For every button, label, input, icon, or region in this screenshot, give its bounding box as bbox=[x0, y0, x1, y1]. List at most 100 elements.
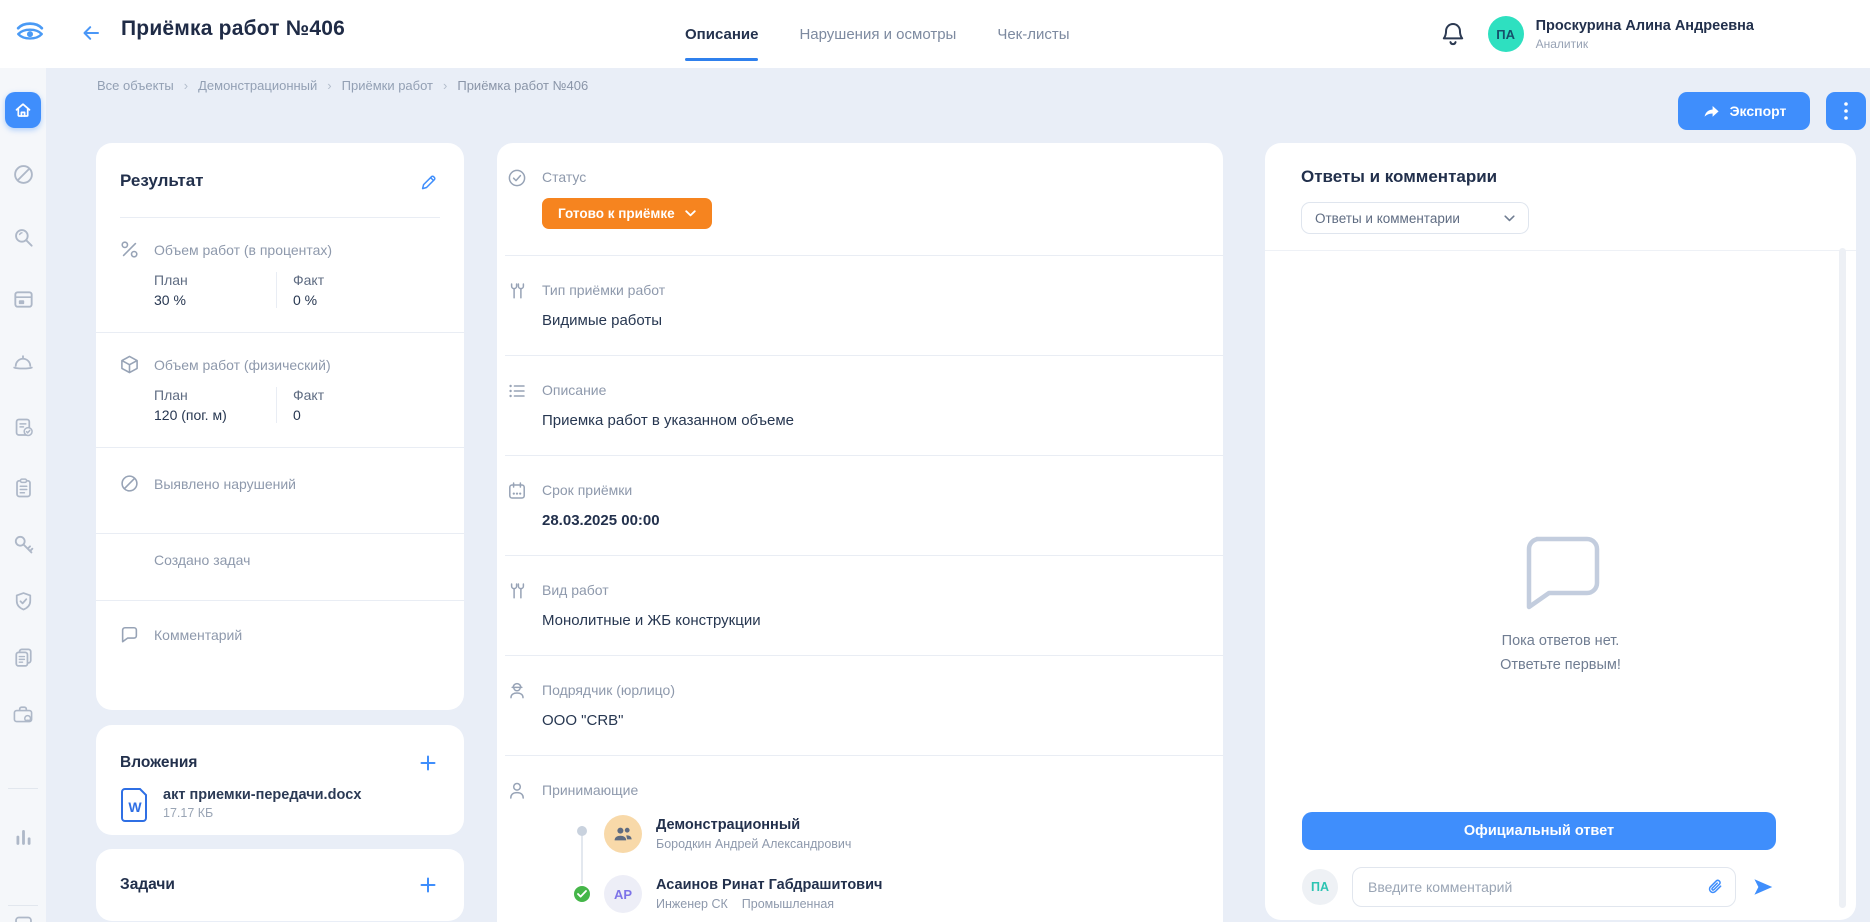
kebab-icon bbox=[1844, 102, 1848, 120]
calendar-icon bbox=[507, 481, 527, 501]
back-arrow-icon[interactable] bbox=[76, 18, 106, 48]
result-row-label: Объем работ (в процентах) bbox=[154, 241, 333, 258]
fact-value: 0 % bbox=[293, 292, 318, 308]
attachments-panel: Вложения W акт приемки-передачи.docx 17.… bbox=[96, 725, 464, 835]
comment-icon bbox=[120, 625, 139, 644]
sidebar-item-panel[interactable] bbox=[0, 289, 46, 310]
section-value: Видимые работы bbox=[542, 312, 663, 329]
breadcrumb-all-objects[interactable]: Все объекты bbox=[97, 78, 174, 93]
acceptor-name: Асаинов Ринат Габдрашитович bbox=[656, 877, 883, 893]
add-attachment-plus-icon[interactable] bbox=[416, 751, 440, 775]
section-label: Тип приёмки работ bbox=[542, 282, 666, 298]
section-label: Подрядчик (юрлицо) bbox=[542, 682, 675, 698]
comments-filter-select[interactable]: Ответы и комментарии bbox=[1301, 202, 1529, 234]
breadcrumb-current: Приёмка работ №406 bbox=[457, 78, 589, 93]
comment-input[interactable] bbox=[1352, 867, 1736, 907]
official-reply-button[interactable]: Официальный ответ bbox=[1302, 812, 1776, 850]
sidebar-item-tasks[interactable] bbox=[0, 477, 46, 499]
section-value: Приемка работ в указанном объеме bbox=[542, 412, 795, 429]
fact-label: Факт bbox=[293, 387, 325, 403]
filter-value: Ответы и комментарии bbox=[1315, 210, 1460, 226]
edit-pencil-icon[interactable] bbox=[416, 169, 440, 193]
sidebar-item-home[interactable] bbox=[5, 92, 41, 128]
result-row-label: Комментарий bbox=[154, 626, 243, 643]
breadcrumb: Все объекты › Демонстрационный › Приёмки… bbox=[97, 78, 588, 93]
tasks-title: Задачи bbox=[120, 876, 175, 893]
file-size: 17.17 КБ bbox=[163, 806, 214, 820]
tab-checklists[interactable]: Чек-листы bbox=[997, 25, 1070, 43]
status-dropdown-button[interactable]: Готово к приёмке bbox=[542, 198, 712, 229]
acceptor-row[interactable]: Демонстрационный Бородкин Андрей Алексан… bbox=[542, 812, 1199, 856]
empty-state-line2: Ответьте первым! bbox=[1500, 657, 1621, 673]
user-info: Проскурина Алина Андреевна Аналитик bbox=[1536, 18, 1754, 51]
sidebar-item-search[interactable] bbox=[0, 227, 46, 248]
group-icon bbox=[614, 827, 632, 841]
result-row-comment: Комментарий bbox=[96, 600, 464, 668]
attachments-title: Вложения bbox=[120, 754, 198, 771]
section-value: 28.03.2025 00:00 bbox=[542, 512, 660, 529]
person-icon bbox=[507, 781, 527, 801]
ban-icon bbox=[13, 165, 33, 184]
percent-icon bbox=[120, 240, 139, 259]
file-name: акт приемки-передачи.docx bbox=[163, 787, 362, 803]
sidebar-item-keys[interactable] bbox=[0, 534, 46, 555]
app-logo-eye-icon[interactable] bbox=[12, 16, 48, 50]
more-actions-button[interactable] bbox=[1826, 92, 1866, 130]
section-label: Принимающие bbox=[542, 782, 639, 798]
breadcrumb-separator: › bbox=[327, 78, 332, 93]
tab-violations-inspections[interactable]: Нарушения и осмотры bbox=[799, 25, 957, 43]
home-icon bbox=[15, 103, 31, 117]
ban-icon bbox=[120, 474, 139, 493]
sidebar-item-safety[interactable] bbox=[0, 591, 46, 612]
result-row-violations: Выявлено нарушений bbox=[96, 447, 464, 533]
add-task-plus-icon[interactable] bbox=[416, 873, 440, 897]
group-avatar bbox=[604, 815, 642, 853]
sidebar-divider bbox=[8, 788, 38, 789]
breadcrumb-project[interactable]: Демонстрационный bbox=[198, 78, 318, 93]
sidebar-item-acceptance[interactable] bbox=[0, 416, 46, 438]
acceptor-subtitle: Бородкин Андрей Александрович bbox=[656, 837, 852, 851]
user-menu[interactable]: ПА Проскурина Алина Андреевна Аналитик bbox=[1487, 16, 1754, 52]
sidebar-item-documents[interactable] bbox=[0, 647, 46, 668]
acceptor-row[interactable]: АР Асаинов Ринат Габдрашитович Инженер С… bbox=[542, 872, 1199, 916]
sidebar-item-more[interactable] bbox=[0, 914, 46, 922]
sidebar-item-analytics[interactable] bbox=[0, 826, 46, 847]
export-button[interactable]: Экспорт bbox=[1678, 92, 1810, 130]
sidebar-item-construction[interactable] bbox=[0, 352, 46, 373]
status-value: Готово к приёмке bbox=[558, 206, 675, 221]
plan-label: План bbox=[154, 272, 188, 288]
helmet-icon bbox=[13, 355, 33, 370]
file-info: акт приемки-передачи.docx 17.17 КБ bbox=[163, 787, 361, 820]
details-panel: Статус Готово к приёмке Тип bbox=[497, 143, 1223, 922]
sidebar-divider bbox=[8, 905, 38, 906]
tab-description[interactable]: Описание bbox=[685, 0, 759, 68]
comments-title: Ответы и комментарии bbox=[1301, 167, 1498, 186]
result-row-label: Объем работ (физический) bbox=[154, 356, 331, 373]
fact-label: Факт bbox=[293, 272, 325, 288]
copies-icon bbox=[14, 648, 32, 667]
comments-scrollbar[interactable] bbox=[1839, 248, 1846, 908]
acceptor-org: Промышленная bbox=[741, 897, 835, 911]
send-comment-icon[interactable] bbox=[1750, 874, 1776, 900]
approved-check-icon bbox=[572, 884, 592, 904]
section-value: ООО "CRB" bbox=[542, 712, 624, 729]
key-icon bbox=[14, 535, 33, 554]
status-label: Статус bbox=[542, 169, 587, 185]
section-acceptance-type: Тип приёмки работ Видимые работы bbox=[505, 255, 1223, 355]
comments-panel: Ответы и комментарии Ответы и комментари… bbox=[1265, 143, 1856, 920]
notifications-bell-icon[interactable] bbox=[1440, 20, 1466, 48]
sidebar-item-contractors[interactable] bbox=[0, 704, 46, 725]
section-value: Монолитные и ЖБ конструкции bbox=[542, 612, 761, 629]
user-role: Аналитик bbox=[1535, 36, 1589, 51]
timeline-dot bbox=[577, 826, 587, 836]
tasks-panel: Задачи bbox=[96, 849, 464, 921]
briefcase-user-icon bbox=[13, 706, 33, 723]
attachment-file-row[interactable]: W акт приемки-передачи.docx 17.17 КБ bbox=[120, 787, 464, 823]
breadcrumb-acceptances[interactable]: Приёмки работ bbox=[341, 78, 434, 93]
clipboard-check-icon bbox=[15, 418, 33, 437]
plan-value: 30 % bbox=[154, 292, 186, 308]
attach-paperclip-icon[interactable] bbox=[1704, 876, 1726, 898]
share-icon bbox=[1704, 105, 1719, 117]
sidebar-item-violations[interactable] bbox=[0, 164, 46, 185]
